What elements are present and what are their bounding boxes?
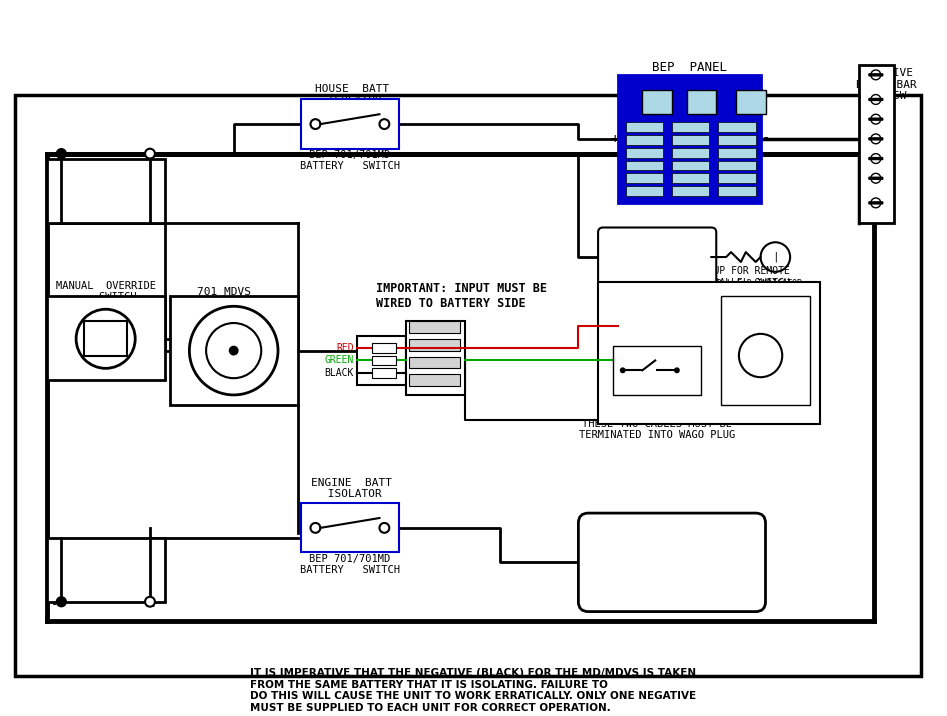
Bar	[718, 122, 756, 132]
Bar	[613, 346, 702, 395]
Circle shape	[57, 597, 66, 606]
FancyBboxPatch shape	[869, 74, 883, 76]
Bar	[371, 356, 396, 365]
Text: MANUAL  OVERRIDE
    SWITCH: MANUAL OVERRIDE SWITCH	[56, 281, 155, 302]
FancyBboxPatch shape	[599, 228, 716, 286]
FancyBboxPatch shape	[869, 138, 883, 140]
Bar	[409, 321, 460, 333]
Text: IT IS IMPERATIVE THAT THE NEGATIVE (BLACK) FOR THE MD/MDVS IS TAKEN
FROM THE SAM: IT IS IMPERATIVE THAT THE NEGATIVE (BLAC…	[250, 668, 696, 712]
Text: INPUT: INPUT	[232, 335, 253, 341]
Text: THESE TWO CABLES MUST BE
TERMINATED INTO WAGO PLUG: THESE TWO CABLES MUST BE TERMINATED INTO…	[579, 419, 735, 440]
Bar	[626, 135, 663, 145]
Circle shape	[145, 597, 155, 606]
Text: -: -	[51, 598, 58, 611]
Bar	[406, 321, 465, 395]
Text: OPTIONAL SETUP FOR REMOTE
EMERGENCY PARALLEL SWITCH: OPTIONAL SETUP FOR REMOTE EMERGENCY PARA…	[643, 266, 790, 288]
Text: +: +	[611, 132, 619, 146]
Bar	[718, 147, 756, 158]
Text: O: O	[100, 330, 111, 348]
Text: NEG: NEG	[232, 352, 244, 359]
Bar	[642, 90, 672, 115]
Circle shape	[57, 149, 66, 158]
Text: 701 MDVS: 701 MDVS	[197, 286, 251, 296]
Text: BLACK: BLACK	[325, 368, 354, 378]
Bar	[84, 321, 127, 356]
Bar	[409, 357, 460, 368]
FancyBboxPatch shape	[869, 99, 883, 100]
Bar	[46, 538, 165, 601]
Text: IMPORTANT: INPUT MUST BE
WIRED TO BATTERY SIDE: IMPORTANT: INPUT MUST BE WIRED TO BATTER…	[377, 282, 547, 311]
Bar	[722, 296, 810, 405]
Bar	[626, 122, 663, 132]
FancyBboxPatch shape	[869, 178, 883, 179]
Bar	[718, 135, 756, 145]
Bar	[371, 343, 396, 352]
Text: ENGINE: ENGINE	[647, 556, 697, 569]
Bar	[672, 160, 709, 170]
FancyBboxPatch shape	[869, 118, 883, 120]
Text: GREEN: GREEN	[325, 355, 354, 365]
Bar	[672, 173, 709, 183]
Text: BEP  PANEL: BEP PANEL	[652, 62, 727, 74]
Bar	[617, 75, 760, 203]
Circle shape	[674, 367, 680, 373]
Text: |: |	[772, 252, 778, 262]
Bar	[736, 90, 765, 115]
Text: AC  BATT
CHARGER: AC BATT CHARGER	[630, 246, 684, 268]
Text: BEP 701/701MD
BATTERY   SWITCH: BEP 701/701MD BATTERY SWITCH	[300, 150, 400, 171]
Bar	[46, 296, 165, 380]
Bar	[718, 173, 756, 183]
Text: BEP 701/701MD
BATTERY   SWITCH: BEP 701/701MD BATTERY SWITCH	[300, 553, 400, 575]
Bar	[626, 173, 663, 183]
FancyBboxPatch shape	[869, 202, 883, 204]
Bar	[626, 160, 663, 170]
Bar	[687, 90, 716, 115]
Bar	[357, 336, 406, 385]
Bar	[672, 186, 709, 196]
Text: (ON)/OFF
SWITCH: (ON)/OFF SWITCH	[629, 399, 676, 420]
Bar	[626, 147, 663, 158]
Text: -: -	[51, 149, 58, 162]
Text: HOUSE
BATTERY: HOUSE BATTERY	[82, 187, 130, 209]
Text: HOUSE  BATT
 ISOLATOR: HOUSE BATT ISOLATOR	[314, 84, 389, 105]
Text: START
BATTERY: START BATTERY	[82, 566, 130, 588]
Bar	[626, 186, 663, 196]
Text: +: +	[150, 598, 156, 611]
FancyBboxPatch shape	[579, 513, 765, 611]
Bar	[46, 158, 165, 223]
Text: -: -	[761, 132, 770, 146]
Bar	[718, 160, 756, 170]
Text: RED: RED	[336, 343, 354, 353]
Bar	[300, 503, 399, 553]
Bar	[859, 65, 894, 223]
Bar	[409, 339, 460, 351]
Bar	[15, 95, 921, 676]
Bar	[409, 374, 460, 386]
Circle shape	[619, 367, 626, 373]
Text: ENGINE  BATT
 ISOLATOR: ENGINE BATT ISOLATOR	[312, 478, 392, 499]
Bar	[599, 281, 820, 425]
Text: FUSE
FOR
EMRGCY
PARALLEL: FUSE FOR EMRGCY PARALLEL	[745, 344, 776, 367]
Text: OUTPUT: OUTPUT	[243, 318, 269, 324]
Bar	[300, 100, 399, 149]
Circle shape	[229, 346, 239, 356]
Bar	[672, 135, 709, 145]
Bar	[672, 147, 709, 158]
Bar	[170, 296, 297, 405]
FancyBboxPatch shape	[869, 158, 883, 160]
Text: SWITCH CLOSED L.E.D INDICATOR: SWITCH CLOSED L.E.D INDICATOR	[657, 279, 802, 288]
Text: NEGATIVE
BUSS  BAR
 BB-6W: NEGATIVE BUSS BAR BB-6W	[856, 68, 917, 101]
Bar	[672, 122, 709, 132]
Text: +: +	[150, 149, 156, 162]
Circle shape	[145, 149, 155, 158]
Bar	[718, 186, 756, 196]
Bar	[371, 368, 396, 378]
